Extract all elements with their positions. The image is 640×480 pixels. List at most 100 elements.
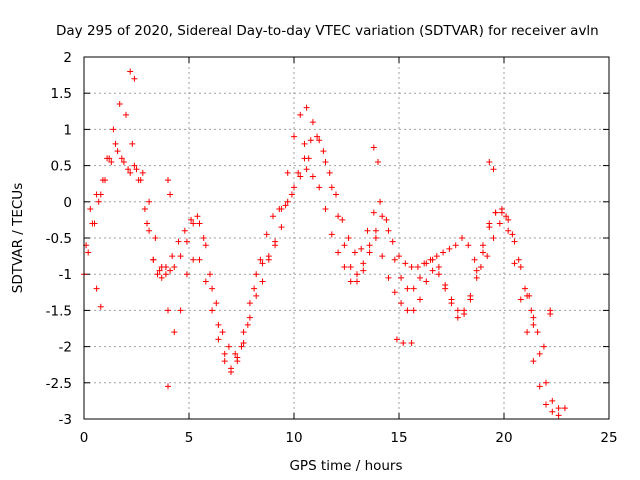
data-point	[536, 350, 543, 357]
data-point	[473, 267, 480, 274]
data-point	[370, 144, 377, 151]
data-point	[511, 238, 518, 245]
data-point	[307, 137, 314, 144]
data-point	[146, 198, 153, 205]
data-point	[196, 220, 203, 227]
data-point	[440, 249, 447, 256]
data-point	[385, 274, 392, 281]
data-point	[358, 245, 365, 252]
data-point	[131, 162, 138, 169]
data-point	[383, 216, 390, 223]
data-point	[370, 209, 377, 216]
data-point	[372, 227, 379, 234]
data-point	[509, 231, 516, 238]
data-point	[398, 274, 405, 281]
data-point	[360, 267, 367, 274]
data-point	[435, 263, 442, 270]
data-point	[490, 235, 497, 241]
data-point	[120, 158, 127, 165]
data-point	[480, 242, 486, 249]
data-point	[366, 249, 373, 256]
data-point	[265, 253, 272, 260]
data-point	[278, 224, 285, 231]
data-point	[225, 343, 232, 350]
data-point	[177, 307, 184, 314]
data-point	[530, 321, 537, 328]
data-point	[133, 166, 140, 173]
data-point	[251, 285, 258, 292]
x-tick-label: 0	[80, 430, 89, 446]
data-point	[137, 177, 144, 184]
data-point	[190, 220, 197, 227]
x-axis-label: GPS time / hours	[289, 458, 402, 474]
data-point	[114, 148, 121, 155]
data-point	[398, 300, 405, 307]
data-point	[549, 408, 556, 415]
data-point	[517, 263, 524, 270]
data-point	[125, 166, 132, 173]
y-tick-label: 0	[63, 195, 72, 211]
data-point	[188, 216, 195, 223]
data-point	[284, 169, 291, 176]
data-point	[410, 285, 417, 292]
data-point	[530, 358, 537, 365]
data-point	[364, 227, 371, 234]
data-point	[427, 256, 434, 263]
data-point	[221, 350, 228, 357]
data-point	[467, 292, 474, 299]
data-point	[528, 307, 535, 314]
data-point	[328, 184, 335, 191]
data-point	[240, 329, 247, 336]
data-point	[429, 267, 436, 274]
data-point	[505, 227, 512, 234]
data-point	[314, 133, 321, 140]
data-point	[106, 155, 113, 162]
data-point	[305, 155, 312, 162]
data-point	[177, 253, 184, 260]
data-point	[196, 256, 203, 263]
data-point	[461, 311, 468, 318]
data-point	[181, 227, 188, 234]
data-point	[522, 285, 528, 292]
data-point	[97, 303, 104, 310]
data-point	[291, 133, 297, 140]
data-point	[183, 238, 190, 245]
data-point	[421, 260, 428, 267]
data-point	[389, 238, 396, 245]
data-point	[534, 329, 541, 336]
data-point	[404, 307, 411, 314]
data-point	[316, 184, 323, 191]
data-point	[162, 263, 169, 270]
x-tick-label: 20	[495, 430, 512, 446]
data-point	[543, 379, 549, 386]
data-point	[288, 191, 295, 198]
data-point	[393, 336, 400, 343]
data-point	[515, 256, 522, 263]
data-point	[375, 158, 381, 165]
data-point	[284, 198, 291, 205]
data-point	[85, 249, 92, 256]
data-point	[320, 148, 327, 155]
data-point	[547, 311, 554, 318]
data-point	[391, 256, 398, 263]
data-point	[303, 166, 310, 173]
data-point	[221, 358, 228, 365]
data-point	[202, 242, 209, 249]
plot-frame	[83, 56, 610, 420]
data-point	[404, 285, 411, 292]
data-point	[345, 235, 352, 241]
data-point	[377, 198, 384, 205]
data-point	[213, 300, 220, 307]
data-point	[257, 256, 264, 263]
data-point	[158, 274, 165, 281]
data-point	[454, 307, 461, 314]
data-point	[295, 169, 302, 176]
x-tick-labels: 0 5 10 15 20 25	[80, 430, 618, 446]
data-point	[354, 271, 360, 278]
data-point	[246, 314, 253, 321]
data-point	[385, 227, 392, 234]
data-point	[209, 285, 216, 292]
data-point	[167, 191, 174, 198]
data-point	[442, 285, 449, 292]
y-tick-label: 0.5	[51, 159, 72, 175]
